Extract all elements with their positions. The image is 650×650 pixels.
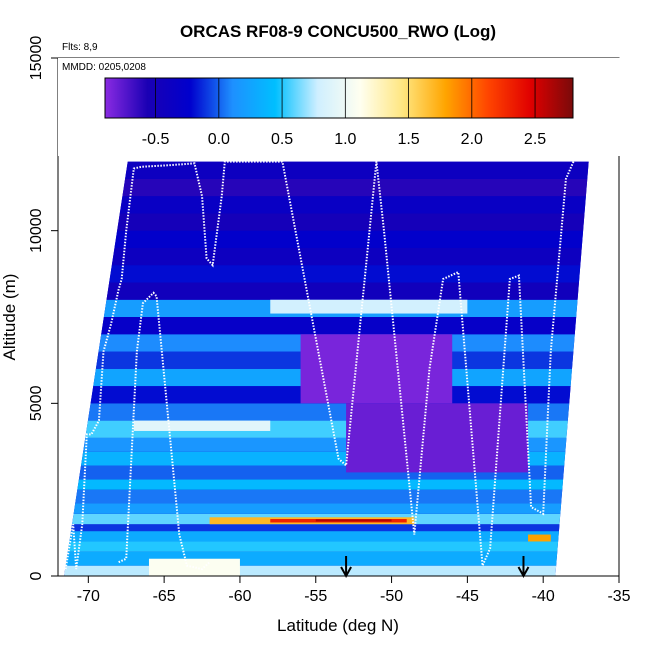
heatmap-band [64, 161, 589, 179]
heatmap-cell [315, 519, 392, 522]
y-tick-label: 15000 [28, 36, 45, 81]
y-axis: 0 5000 10000 15000 [28, 36, 58, 580]
y-tick-label: 0 [28, 571, 45, 580]
heatmap-cell [300, 334, 453, 404]
dates-label: MMDD: 0205,0208 [62, 62, 146, 73]
heatmap-band [64, 503, 589, 514]
marker-arrow-head [517, 566, 530, 579]
y-axis-label: Altitude (m) [0, 274, 19, 361]
heatmap-band [64, 178, 589, 197]
chart-title: ORCAS RF08-9 CONCU500_RWO (Log) [180, 22, 496, 41]
x-tick-label: -65 [153, 588, 176, 605]
flights-label: Flts: 8,9 [62, 42, 98, 53]
heatmap-band [64, 551, 589, 566]
x-tick-label: -50 [380, 588, 403, 605]
x-tick-label: -55 [304, 588, 327, 605]
heatmap-band [64, 317, 589, 335]
colorbar-tick-label: 1.5 [397, 131, 419, 148]
heatmap-layer [64, 161, 589, 576]
x-tick-label: -70 [77, 588, 100, 605]
flight-track-line [64, 160, 575, 570]
colorbar-tick-label: 0.5 [271, 131, 293, 148]
y-tick-label: 10000 [28, 208, 45, 253]
heatmap-band [64, 196, 589, 214]
x-tick-label: -35 [607, 588, 630, 605]
heatmap-band [64, 541, 589, 552]
colorbar: -0.5 0.0 0.5 1.0 1.5 2.0 2.5 [58, 58, 620, 156]
x-axis: -70 -65 -60 -55 -50 -45 -40 -35 [77, 576, 631, 605]
heatmap-band [64, 524, 589, 532]
heatmap-band [64, 230, 589, 248]
colorbar-tick-label: -0.5 [142, 131, 170, 148]
colorbar-tick-label: 2.0 [461, 131, 483, 148]
heatmap-band [64, 479, 589, 490]
x-tick-label: -60 [228, 588, 251, 605]
colorbar-bar [104, 77, 574, 119]
heatmap-band [64, 282, 589, 300]
x-axis-label: Latitude (deg N) [277, 616, 399, 635]
colorbar-tick-label: 0.0 [208, 131, 230, 148]
y-tick-label: 5000 [28, 385, 45, 421]
colorbar-tick-labels: -0.5 0.0 0.5 1.0 1.5 2.0 2.5 [142, 131, 546, 148]
marker-arrow-head [340, 566, 352, 579]
colorbar-tick-label: 1.0 [334, 131, 356, 148]
colorbar-divisions [155, 78, 536, 118]
heatmap-band [64, 565, 589, 576]
x-tick-label: -40 [532, 588, 555, 605]
heatmap-cell [148, 558, 240, 576]
heatmap-band [64, 213, 589, 231]
heatmap-band [64, 265, 589, 283]
heatmap-band [64, 531, 589, 542]
flight-track-layer [64, 160, 575, 571]
flight-track-line-2 [118, 291, 211, 571]
x-tick-label: -45 [456, 588, 479, 605]
colorbar-tick-label: 2.5 [524, 131, 546, 148]
heatmap-cell [133, 420, 271, 431]
heatmap-band [64, 247, 589, 266]
marker-arrows [340, 556, 530, 579]
heatmap-cell [270, 299, 468, 314]
heatmap-cell [528, 534, 551, 542]
heatmap-band [64, 489, 589, 504]
